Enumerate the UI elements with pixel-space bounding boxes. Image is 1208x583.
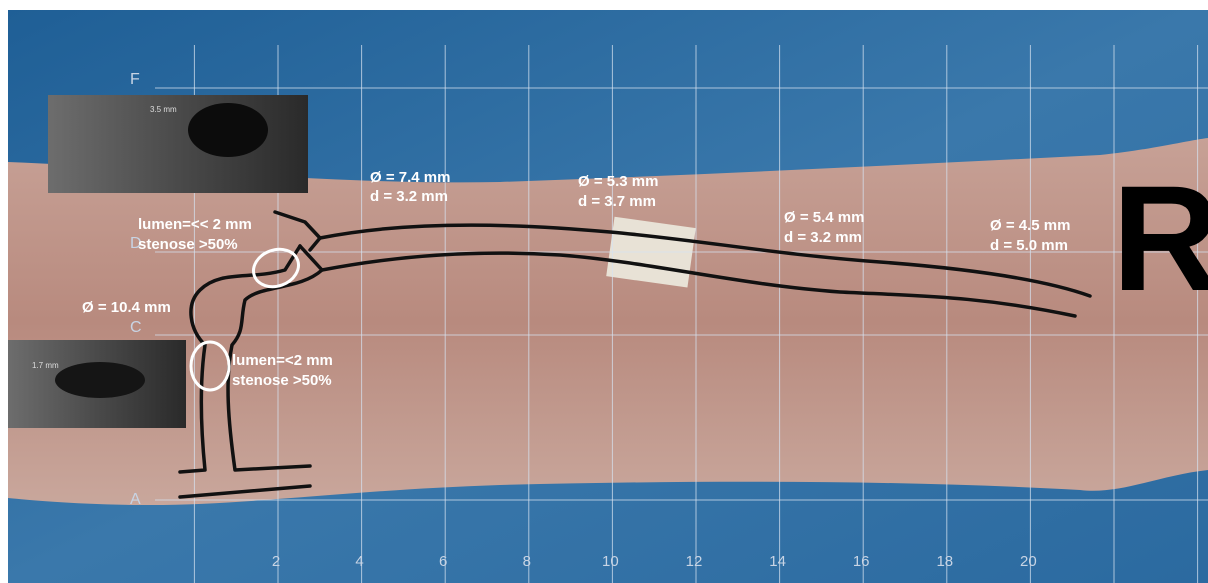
- vessel-wall: [178, 484, 312, 499]
- column-label: 6: [439, 553, 447, 570]
- column-label: 10: [602, 553, 619, 570]
- arm: [8, 138, 1208, 505]
- row-label: F: [130, 71, 140, 88]
- row-label: A: [130, 491, 141, 508]
- column-label: 2: [272, 553, 280, 570]
- annotation: Ø = 5.4 mm: [784, 209, 864, 226]
- column-label: 20: [1020, 553, 1037, 570]
- row-label: C: [130, 319, 142, 336]
- annotation: Ø = 5.3 mm: [578, 173, 658, 190]
- grid: [155, 45, 1208, 583]
- column-label: 4: [355, 553, 363, 570]
- annotation: Ø = 4.5 mm: [990, 217, 1070, 234]
- annotation: d = 3.7 mm: [578, 193, 656, 210]
- annotation: Ø = 7.4 mm: [370, 169, 450, 186]
- annotation: d = 3.2 mm: [784, 229, 862, 246]
- row-label: D: [130, 235, 142, 252]
- ultrasound-lumen: [55, 362, 145, 398]
- stenosis-marker: [189, 340, 231, 392]
- annotation: Ø = 10.4 mm: [82, 299, 171, 316]
- annotation: stenose >50%: [138, 236, 238, 253]
- ultrasound-inset: [48, 95, 308, 193]
- column-label: 18: [936, 553, 953, 570]
- side-label: R: [1112, 154, 1208, 322]
- annotation: lumen=<< 2 mm: [138, 216, 252, 233]
- inset-caption: 3.5 mm: [150, 105, 177, 114]
- vessel-wall: [273, 210, 1092, 298]
- column-label: 12: [686, 553, 703, 570]
- ultrasound-lumen: [188, 103, 268, 157]
- vessel-wall: [298, 244, 1077, 318]
- inset-caption: 1.7 mm: [32, 361, 59, 370]
- column-label: 14: [769, 553, 786, 570]
- column-labels: 2 4 6 8 10 12 14 16 18 20: [272, 553, 1037, 570]
- vessel-wall: [178, 244, 302, 474]
- column-label: 8: [523, 553, 531, 570]
- annotation: stenose >50%: [232, 372, 332, 389]
- stenosis-marker: [252, 247, 300, 289]
- column-label: 16: [853, 553, 870, 570]
- annotation: d = 5.0 mm: [990, 237, 1068, 254]
- annotation: d = 3.2 mm: [370, 188, 448, 205]
- annotation: lumen=<2 mm: [232, 352, 333, 369]
